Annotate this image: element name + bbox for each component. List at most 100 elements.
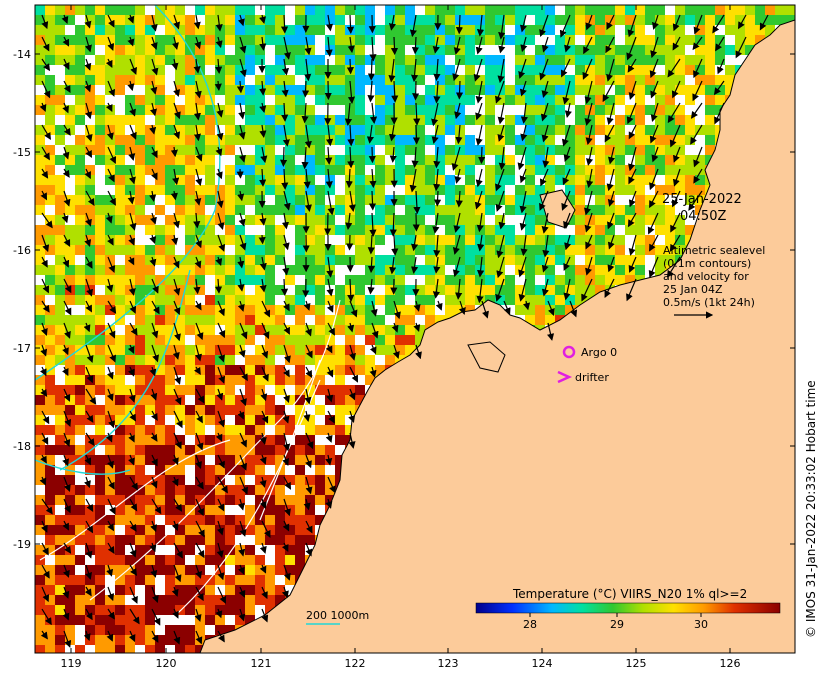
sst-pixel (515, 15, 525, 25)
sst-pixel (45, 25, 55, 35)
sst-pixel (105, 645, 115, 653)
velocity-arrow (326, 256, 334, 278)
sst-pixel (515, 115, 525, 125)
sst-pixel (225, 75, 235, 85)
sst-pixel (165, 295, 175, 305)
velocity-arrow (239, 432, 247, 448)
sst-pixel (615, 65, 625, 75)
velocity-arrow (194, 608, 202, 622)
sst-pixel (75, 265, 85, 275)
sst-pixel (485, 125, 495, 135)
sst-pixel (55, 575, 65, 585)
sst-pixel (215, 55, 225, 65)
sst-pixel (155, 495, 165, 505)
sst-pixel (385, 255, 395, 265)
sst-pixel (195, 135, 205, 145)
velocity-arrow (62, 344, 69, 356)
velocity-arrow (305, 454, 312, 469)
sst-pixel (305, 415, 315, 425)
sst-pixel (285, 75, 295, 85)
sst-pixel (45, 595, 55, 605)
sst-pixel (185, 415, 195, 425)
sst-pixel (495, 255, 505, 265)
sst-pixel (395, 355, 405, 365)
sst-pixel (45, 185, 55, 195)
velocity-arrow (41, 586, 50, 603)
sst-pixel (755, 25, 765, 35)
sst-pixel (45, 85, 55, 95)
sst-pixel (675, 15, 685, 25)
sst-pixel (245, 135, 255, 145)
sst-pixel (385, 195, 395, 205)
sst-pixel (565, 5, 575, 15)
sst-pixel (155, 345, 165, 355)
sst-pixel (665, 155, 675, 165)
sst-pixel (355, 255, 365, 265)
sst-pixel (385, 105, 395, 115)
velocity-arrow (128, 234, 135, 246)
sst-pixel (65, 35, 75, 45)
sst-pixel (35, 565, 45, 575)
sst-pixel (315, 385, 325, 395)
sst-pixel (125, 265, 135, 275)
sst-pixel (605, 15, 615, 25)
sst-pixel (165, 25, 175, 35)
velocity-arrow (173, 102, 181, 120)
sst-pixel (315, 405, 325, 415)
velocity-arrow (239, 388, 247, 407)
sst-pixel (45, 175, 55, 185)
sst-pixel (535, 15, 545, 25)
sst-pixel (555, 75, 565, 85)
velocity-arrow (173, 300, 181, 316)
sst-pixel (335, 365, 345, 375)
sst-pixel (645, 5, 655, 15)
velocity-arrow (627, 212, 637, 228)
sst-pixel (265, 315, 275, 325)
velocity-arrow (194, 80, 202, 99)
sst-pixel (625, 255, 635, 265)
sst-pixel (505, 175, 515, 185)
sst-pixel (335, 25, 345, 35)
sst-pixel (435, 15, 445, 25)
sst-pixel (155, 115, 165, 125)
sst-pixel (85, 325, 95, 335)
sst-pixel (315, 125, 325, 135)
sst-pixel (625, 105, 635, 115)
sst-pixel (515, 185, 525, 195)
sst-pixel (405, 55, 415, 65)
sst-pixel (195, 55, 205, 65)
sst-pixel (75, 525, 85, 535)
sst-pixel (675, 235, 685, 245)
velocity-arrow (347, 322, 355, 333)
velocity-arrow (217, 234, 226, 252)
sst-pixel (35, 45, 45, 55)
sst-pixel (115, 115, 125, 125)
velocity-arrow (344, 102, 353, 126)
sst-pixel (255, 415, 265, 425)
velocity-arrow (518, 58, 527, 79)
sst-pixel (615, 185, 625, 195)
sst-pixel (265, 85, 275, 95)
sst-pixel (615, 175, 625, 185)
sst-pixel (225, 605, 235, 615)
sst-pixel (75, 85, 85, 95)
sst-pixel (485, 195, 495, 205)
velocity-arrow (173, 564, 182, 583)
velocity-arrow (409, 168, 417, 193)
velocity-arrow (518, 278, 527, 302)
sst-pixel (95, 375, 105, 385)
sst-pixel (655, 195, 665, 205)
sst-pixel (435, 25, 445, 35)
sst-pixel (595, 155, 605, 165)
velocity-arrow (173, 366, 182, 385)
sst-pixel (145, 535, 155, 545)
velocity-arrow (236, 168, 244, 179)
sst-pixel (295, 535, 305, 545)
velocity-arrow (217, 454, 225, 469)
sst-pixel (55, 215, 65, 225)
sst-pixel (425, 225, 435, 235)
sst-pixel (155, 605, 165, 615)
velocity-arrow (648, 256, 659, 278)
sst-pixel (235, 405, 245, 415)
sst-pixel (465, 295, 475, 305)
